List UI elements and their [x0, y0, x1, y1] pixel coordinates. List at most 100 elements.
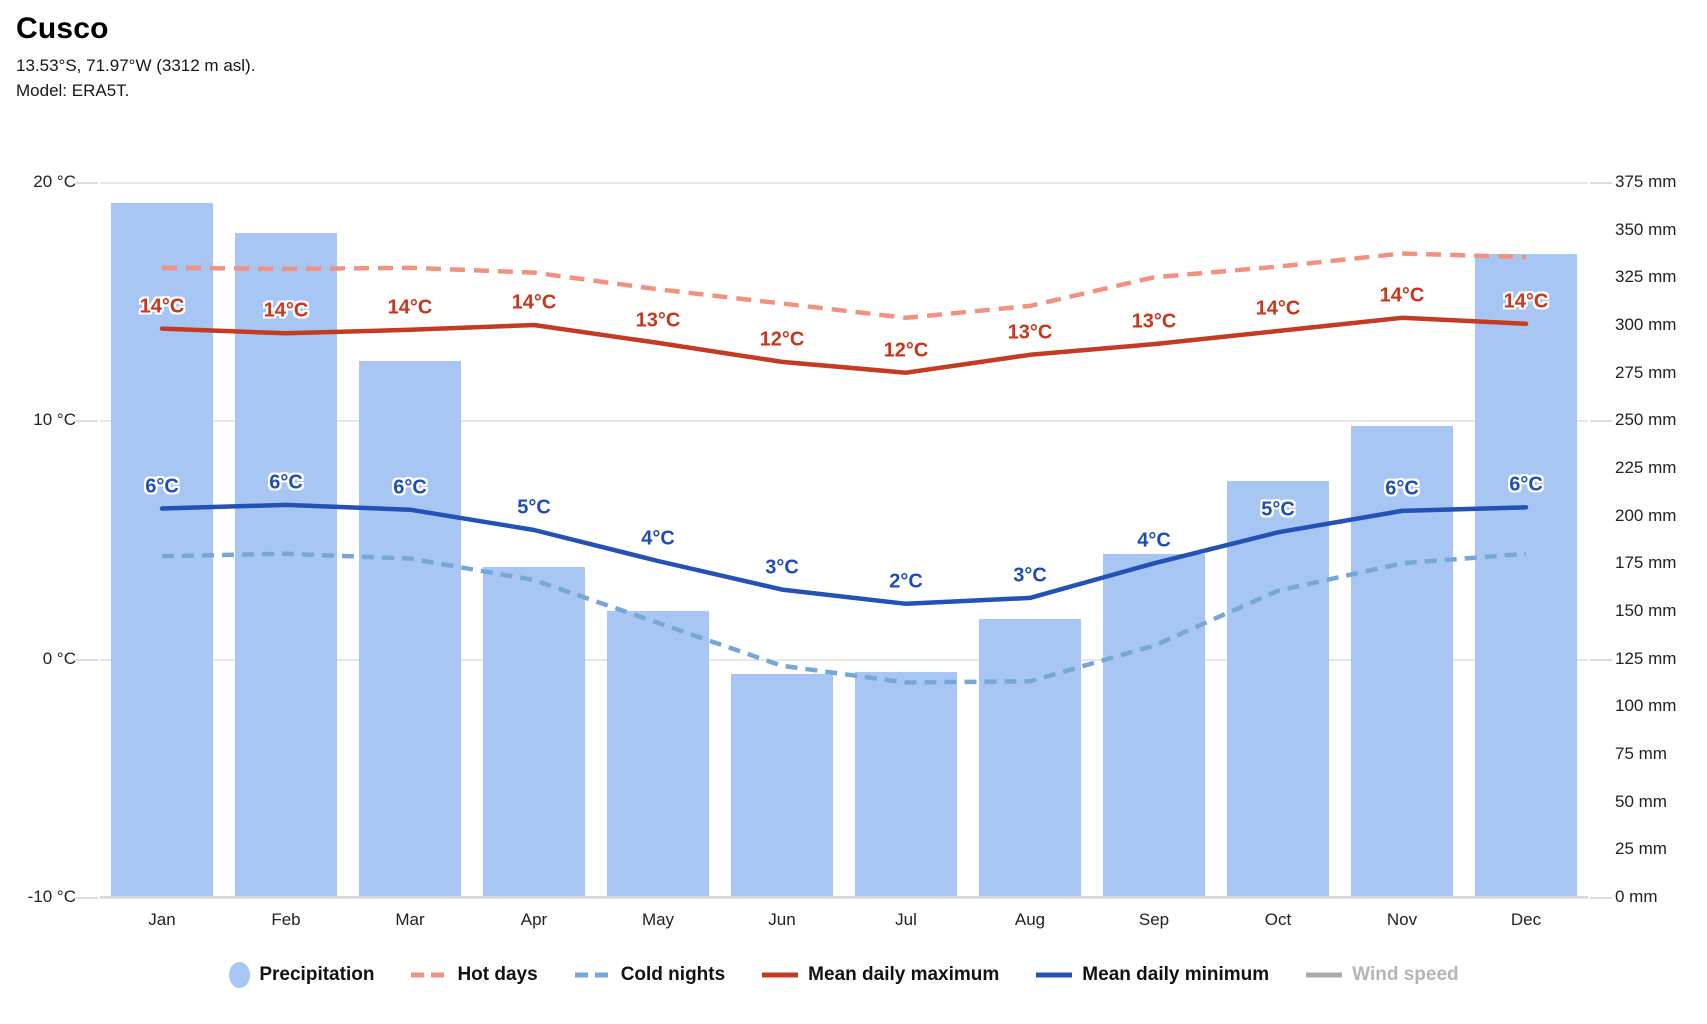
model-info: Model: ERA5T. [16, 80, 130, 100]
mean-daily-maximum-label-may: 13°C [635, 309, 681, 332]
right-axis-tick [1590, 897, 1612, 899]
mean-daily-minimum-label-apr: 5°C [517, 496, 551, 519]
cold-nights-line [161, 551, 1527, 685]
mean-daily-minimum-line [159, 502, 1529, 607]
temperature-tick-label: 10 °C [33, 410, 76, 430]
precipitation-bar-aug [979, 618, 1081, 897]
precipitation-tick-label: 100 mm [1615, 696, 1677, 716]
mean-daily-maximum-label-mar: 14°C [387, 296, 433, 319]
right-axis-tick [1590, 182, 1612, 184]
legend-item-mean-daily-maximum[interactable]: Mean daily maximum [761, 964, 999, 986]
legend-label: Precipitation [259, 964, 375, 985]
line-series-layer [159, 251, 1529, 685]
month-label-jul: Jul [895, 910, 917, 929]
cold-nights-swatch-icon [574, 972, 611, 978]
gridline-20c [100, 182, 1588, 184]
legend-item-mean-daily-minimum[interactable]: Mean daily minimum [1035, 964, 1269, 986]
precipitation-tick-label: 300 mm [1615, 315, 1677, 334]
left-axis-tick [76, 658, 98, 661]
precipitation-tick-label: 325 mm [1615, 267, 1677, 287]
mean-daily-maximum-label-sep: 13°C [1131, 310, 1177, 333]
legend-item-precipitation[interactable]: Precipitation [229, 962, 374, 988]
month-label-sep: Sep [1138, 910, 1170, 929]
month-label-oct: Oct [1264, 910, 1292, 929]
legend-item-cold-nights[interactable]: Cold nights [574, 964, 725, 986]
mean-daily-minimum-label-may: 4°C [641, 527, 675, 550]
precipitation-tick-label: 275 mm [1615, 362, 1677, 382]
precipitation-tick-label: 250 mm [1615, 410, 1677, 430]
precipitation-tick-label: 375 mm [1615, 172, 1677, 191]
mean-daily-minimum-label-nov: 6°C [1385, 477, 1419, 500]
mean-daily-minimum-label-aug: 3°C [1013, 564, 1047, 587]
mean-daily-minimum-label-oct: 5°C [1261, 498, 1295, 521]
precipitation-tick-label: 175 mm [1615, 553, 1677, 573]
x-axis-line [100, 896, 1588, 898]
precipitation-bar-may [607, 611, 709, 897]
precipitation-tick-label: 350 mm [1615, 219, 1677, 239]
page-title: Cusco [16, 12, 109, 45]
mean-daily-maximum-label-jun: 12°C [759, 328, 805, 351]
precipitation-bar-sep [1103, 553, 1205, 897]
wind-speed-swatch-icon [1306, 972, 1343, 978]
mean-daily-minimum-swatch-icon [1036, 972, 1073, 978]
mean-daily-maximum-label-apr: 14°C [511, 291, 557, 314]
month-label-jan: Jan [148, 910, 176, 929]
precipitation-tick-label: 0 mm [1615, 887, 1658, 906]
month-label-nov: Nov [1386, 910, 1418, 929]
mean-daily-minimum-label-jun: 3°C [765, 556, 799, 579]
gridline--10c [100, 897, 1588, 899]
mean-daily-minimum-label-mar: 6°C [393, 476, 427, 499]
precipitation-tick-label: 50 mm [1615, 791, 1667, 811]
chart-header: Cusco 13.53°S, 71.97°W (3312 m asl). Mod… [16, 12, 255, 103]
precipitation-bar-dec [1475, 254, 1577, 897]
chart-area: 14°C 14°C 14°C 14°C 13°C 12°C 12°C 13°C 13°C 14°C… [100, 182, 1588, 899]
precipitation-bar-feb [235, 233, 337, 897]
precipitation-bar-mar [359, 361, 461, 897]
mean-daily-minimum-label-jul: 2°C [889, 570, 923, 593]
precipitation-bar-jan [111, 202, 213, 897]
hot-days-line [161, 251, 1527, 321]
month-label-feb: Feb [271, 910, 301, 929]
gridline-10c [100, 420, 1588, 423]
left-axis-tick [76, 182, 98, 184]
temperature-tick-label: 0 °C [42, 648, 76, 668]
mean-daily-maximum-label-feb: 14°C [263, 299, 309, 322]
mean-daily-minimum-label-dec: 6°C [1509, 473, 1543, 496]
legend-label: Mean daily minimum [1082, 964, 1270, 985]
mean-daily-maximum-label-nov: 14°C [1379, 284, 1425, 307]
left-axis-tick [76, 420, 98, 423]
precipitation-tick-label: 25 mm [1615, 839, 1667, 859]
precipitation-tick-label: 75 mm [1615, 744, 1667, 763]
gridline-0c [100, 658, 1588, 661]
month-label-apr: Apr [520, 910, 548, 929]
legend-item-wind-speed[interactable]: Wind speed [1305, 964, 1459, 986]
legend-label: Mean daily maximum [808, 964, 1000, 985]
month-label-aug: Aug [1014, 910, 1046, 929]
legend-item-hot-days[interactable]: Hot days [410, 964, 538, 986]
precipitation-tick-label: 200 mm [1615, 505, 1677, 525]
mean-daily-maximum-label-jul: 12°C [883, 339, 929, 362]
month-label-dec: Dec [1510, 910, 1542, 929]
precipitation-tick-label: 150 mm [1615, 601, 1677, 620]
left-axis-tick [76, 897, 98, 899]
mean-daily-minimum-label-feb: 6°C [269, 471, 303, 494]
legend-label: Wind speed [1352, 964, 1459, 985]
precipitation-swatch-icon [229, 962, 251, 988]
mean-daily-maximum-label-oct: 14°C [1255, 297, 1301, 320]
month-label-jun: Jun [768, 910, 796, 929]
right-axis-tick [1590, 658, 1612, 661]
precipitation-bar-jun [731, 673, 833, 897]
mean-daily-minimum-label-sep: 4°C [1137, 529, 1171, 552]
month-label-may: May [641, 910, 675, 929]
legend: Precipitation Hot days Cold nights Mean dai… [100, 962, 1588, 988]
mean-daily-maximum-line [159, 315, 1529, 375]
precipitation-bar-oct [1227, 481, 1329, 897]
mean-daily-maximum-label-jan: 14°C [139, 295, 185, 318]
precipitation-bar-apr [483, 567, 585, 897]
mean-daily-maximum-label-aug: 13°C [1007, 321, 1053, 344]
location-coordinates: 13.53°S, 71.97°W (3312 m asl). [16, 56, 256, 75]
hot-days-swatch-icon [411, 972, 448, 978]
month-label-mar: Mar [395, 910, 425, 929]
legend-label: Cold nights [620, 964, 726, 985]
precipitation-tick-label: 225 mm [1615, 458, 1677, 477]
